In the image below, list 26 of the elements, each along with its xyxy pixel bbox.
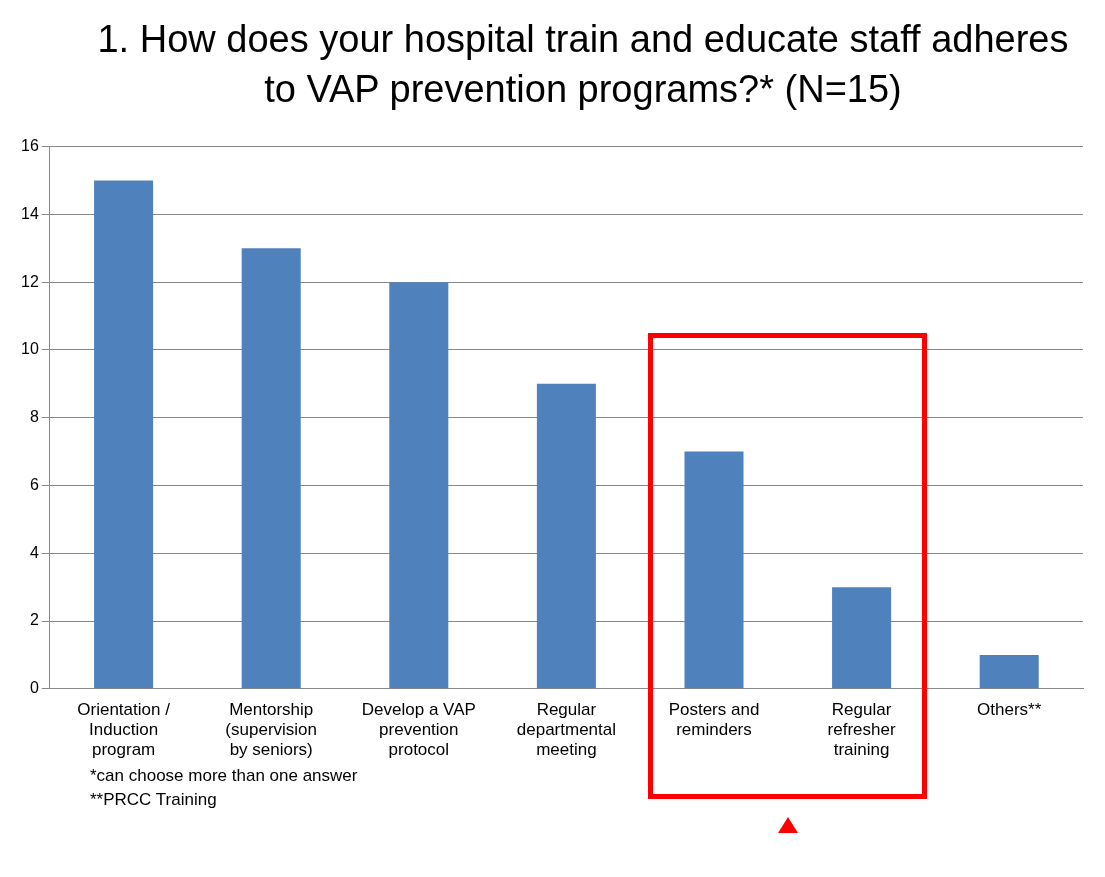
y-tick-label: 16 bbox=[21, 137, 39, 155]
x-tick-label: Develop a VAP prevention protocol bbox=[361, 699, 476, 760]
x-tick-label: Orientation / Induction program bbox=[77, 699, 171, 760]
x-tick-label: Regular refresher training bbox=[827, 699, 896, 760]
bar bbox=[684, 451, 744, 689]
y-tick-label: 10 bbox=[21, 340, 39, 358]
text: *can choose more than one answer bbox=[90, 765, 359, 787]
y-tick-label: 0 bbox=[29, 679, 39, 697]
bar bbox=[536, 383, 596, 689]
x-tick-label: Posters and reminders bbox=[668, 699, 760, 740]
bar bbox=[389, 282, 449, 689]
chart-title: 1. How does your hospital train and educate staff adheres to VAP prevention programs?* (N=15) bbox=[96, 17, 1070, 112]
x-tick-label: Mentorship (supervision by seniors) bbox=[225, 699, 318, 760]
y-tick-label: 6 bbox=[29, 475, 39, 493]
y-tick-label: 4 bbox=[29, 543, 39, 561]
bar bbox=[94, 180, 154, 689]
y-tick-label: 8 bbox=[29, 408, 39, 426]
x-tick-label: Others** bbox=[977, 699, 1042, 719]
bar bbox=[241, 248, 301, 689]
bar bbox=[832, 587, 892, 689]
text: **PRCC Training bbox=[90, 789, 218, 811]
y-tick-label: 14 bbox=[21, 204, 39, 222]
bar bbox=[979, 654, 1039, 689]
y-tick-label: 2 bbox=[29, 611, 39, 629]
x-tick-label: Regular departmental meeting bbox=[516, 699, 617, 760]
y-tick-label: 12 bbox=[21, 272, 39, 290]
